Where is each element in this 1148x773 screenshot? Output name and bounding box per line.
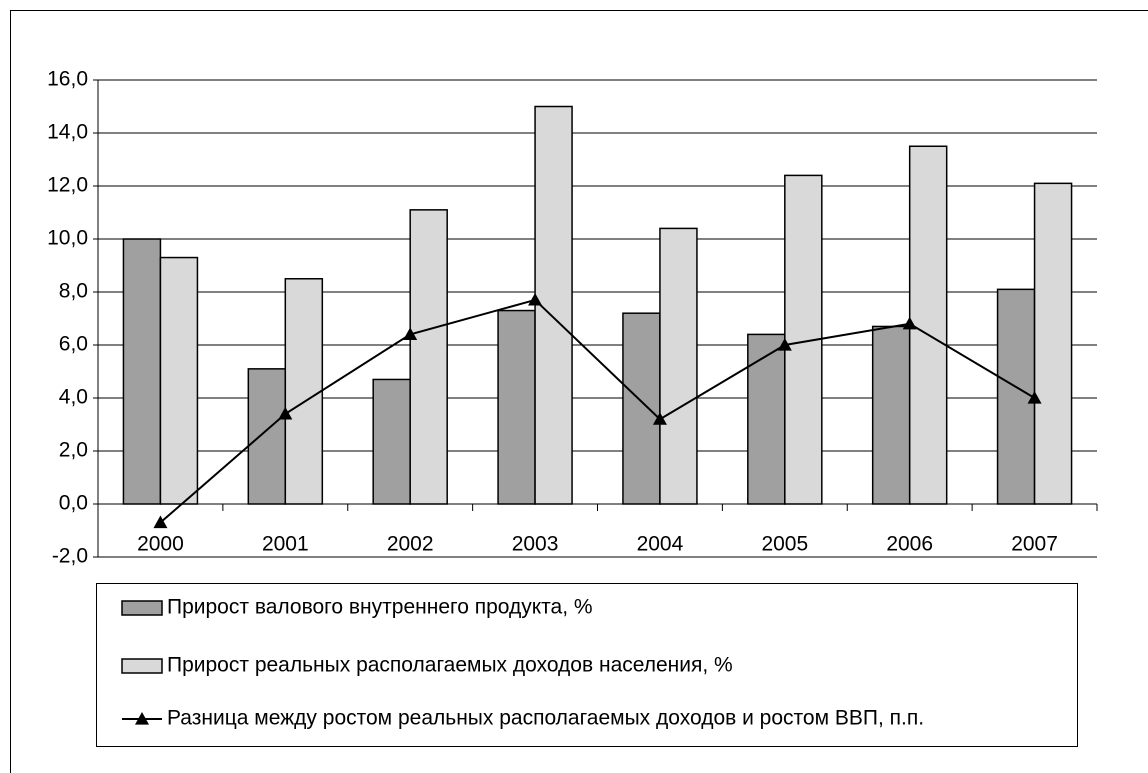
y-tick-label: 14,0 [47,121,88,144]
bar [409,209,448,505]
bar [122,238,162,505]
line-series [159,298,1036,524]
x-tick-label: 2007 [1011,533,1058,556]
x-tick-label: 2003 [512,533,559,556]
legend-label: Прирост реальных располагаемых доходов н… [167,654,733,677]
line-marker [528,292,543,306]
bar [659,227,698,505]
y-tick-label: 12,0 [47,174,88,197]
line-marker [777,338,792,351]
legend-marker [135,712,149,725]
bar [284,278,324,505]
line-marker [153,515,168,529]
bar [247,368,287,505]
legend-swatch [121,658,163,674]
bar [159,256,199,505]
legend-box [96,583,1078,747]
legend-label: Разница между ростом реальных располагае… [167,707,924,730]
y-tick-label: -2,0 [52,545,88,568]
bar [747,333,786,505]
bar [497,309,536,505]
line-marker [278,406,293,420]
legend-swatch [121,600,163,616]
y-tick-label: 4,0 [59,386,88,409]
line-marker [403,327,418,340]
x-tick-label: 2006 [886,533,933,556]
x-tick-label: 2002 [387,533,434,556]
bar [996,288,1036,505]
bar [871,325,911,505]
y-tick-label: 10,0 [47,227,88,250]
bar [622,312,661,505]
y-tick-label: 6,0 [59,333,88,356]
bar [1033,182,1073,505]
bar [372,378,411,505]
line-marker [902,316,917,330]
y-tick-label: 0,0 [59,492,88,515]
line-marker [1027,391,1042,404]
y-tick-label: 16,0 [47,68,88,91]
line-marker [652,412,667,425]
bar [534,105,573,505]
legend-label: Прирост валового внутреннего продукта, % [167,596,593,619]
y-tick-label: 2,0 [59,439,88,462]
x-tick-label: 2001 [262,533,309,556]
x-tick-label: 2005 [761,533,808,556]
x-tick-label: 2004 [637,533,684,556]
y-tick-label: 8,0 [59,280,88,303]
x-tick-label: 2000 [137,533,184,556]
bar [908,145,948,505]
